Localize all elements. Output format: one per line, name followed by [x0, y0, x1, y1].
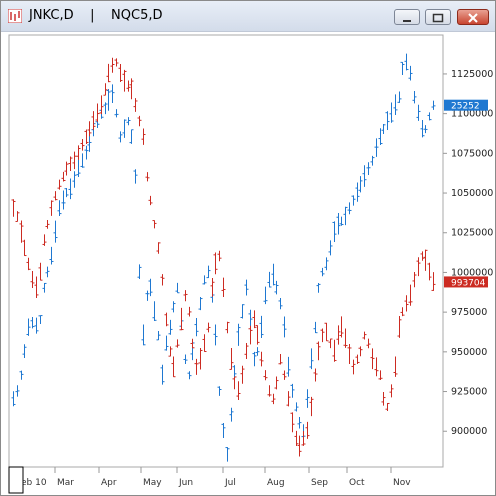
x-tick-label: Jun: [178, 478, 193, 488]
chart-icon: [8, 9, 22, 23]
corner-box[interactable]: [8, 466, 24, 494]
close-icon: [468, 13, 478, 23]
x-tick-label: Oct: [349, 478, 365, 488]
y-axis-ticks: 1125000 1100000 1075000 1050000 1025000 10000…: [443, 69, 493, 437]
last-value-label: 993704: [451, 278, 486, 288]
y-tick-label: 950000: [451, 347, 487, 358]
minimize-icon: [403, 20, 411, 22]
y-tick-label: 1125000: [451, 69, 493, 80]
series-layer: [11, 53, 436, 462]
y-tick-label: 925000: [451, 387, 487, 398]
series-jnkc: [11, 57, 436, 457]
y-tick-label: 975000: [451, 307, 487, 318]
maximize-icon: [432, 13, 444, 23]
title-bar[interactable]: JNKC,D | NQC5,D: [1, 1, 495, 32]
x-axis-labels: eb 10 Mar Apr May Jun Jul Aug Sep Oct Nov: [18, 467, 411, 488]
minimize-button[interactable]: [394, 9, 420, 25]
x-tick-label: Nov: [393, 478, 411, 488]
maximize-button[interactable]: [425, 9, 451, 25]
plot-area: [8, 34, 444, 468]
x-tick-label: May: [143, 478, 162, 488]
last-value-tags: 25252 993704: [444, 99, 488, 288]
last-value-tag: [444, 276, 488, 288]
x-tick-label: Aug: [267, 478, 285, 488]
y-tick-label: 1025000: [451, 228, 493, 239]
x-tick-label: Sep: [311, 478, 328, 488]
x-tick-label: eb 10: [21, 478, 47, 488]
price-chart[interactable]: 1125000 1100000 1075000 1050000 1025000 10000…: [1, 31, 495, 495]
last-value-label: 25252: [451, 102, 480, 112]
y-tick-label: 1075000: [451, 148, 493, 159]
x-tick-label: Apr: [101, 478, 117, 488]
last-value-tag: [444, 99, 488, 111]
series-nqc5: [11, 53, 436, 462]
y-tick-label: 1100000: [451, 109, 493, 120]
x-tick-label: Mar: [57, 478, 74, 488]
window-title: JNKC,D | NQC5,D: [29, 8, 163, 23]
y-tick-label: 1000000: [451, 267, 493, 278]
y-tick-label: 900000: [451, 426, 487, 437]
x-tick-label: Jul: [224, 478, 236, 488]
y-tick-label: 1050000: [451, 188, 493, 199]
close-button[interactable]: [457, 9, 489, 25]
